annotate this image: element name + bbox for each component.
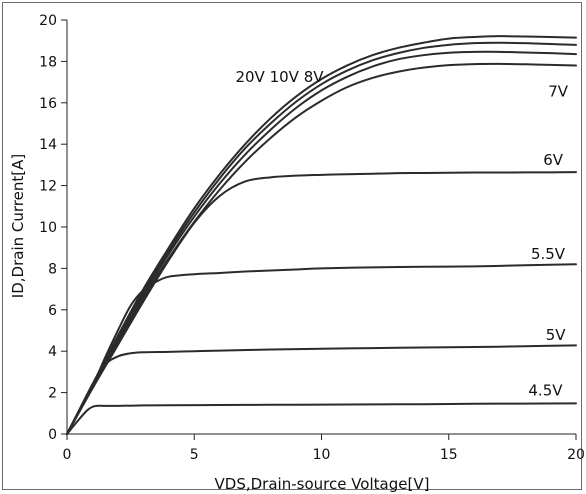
series-lines xyxy=(66,35,577,435)
x-tick-label: 15 xyxy=(440,447,458,463)
series-line-8v xyxy=(66,50,577,435)
y-tick-label: 0 xyxy=(48,427,57,443)
x-tick-label: 5 xyxy=(190,447,199,463)
series-line-7v xyxy=(66,62,577,435)
curve-label: 5V xyxy=(546,326,567,344)
ticks: 0 2 4 6 8 10 12 14 16 18 20 0 5 10 15 20 xyxy=(39,13,585,463)
y-tick-label: 16 xyxy=(39,96,57,112)
y-axis-title: ID,Drain Current[A] xyxy=(9,154,27,298)
curve-label: 7V xyxy=(548,83,569,101)
y-tick-label: 8 xyxy=(48,261,57,277)
series-line-10v xyxy=(66,41,577,435)
curve-labels: 20V 10V 8V 7V 6V 5.5V 5V 4.5V xyxy=(235,68,568,400)
y-tick-label: 20 xyxy=(39,13,57,29)
y-tick-label: 6 xyxy=(48,303,57,319)
series-line-6v xyxy=(66,171,577,435)
y-tick-label: 10 xyxy=(39,220,57,236)
curve-label: 6V xyxy=(543,151,564,169)
curve-label: 20V 10V 8V xyxy=(235,68,324,86)
curve-label: 4.5V xyxy=(528,382,563,400)
series-line-5-5v xyxy=(66,263,577,435)
series-line-5v xyxy=(66,344,577,435)
series-line-20v xyxy=(66,35,577,435)
x-axis-title: VDS,Drain-source Voltage[V] xyxy=(215,475,430,493)
x-tick-label: 10 xyxy=(313,447,331,463)
series-line-4-5v xyxy=(66,402,577,435)
curve-label: 5.5V xyxy=(531,245,566,263)
y-tick-label: 18 xyxy=(39,54,57,70)
x-tick-label: 0 xyxy=(63,447,72,463)
y-tick-label: 14 xyxy=(39,137,57,153)
y-tick-label: 2 xyxy=(48,386,57,402)
y-tick-label: 12 xyxy=(39,179,57,195)
y-tick-label: 4 xyxy=(48,344,57,360)
x-tick-label: 20 xyxy=(567,447,585,463)
chart-frame xyxy=(2,2,582,490)
